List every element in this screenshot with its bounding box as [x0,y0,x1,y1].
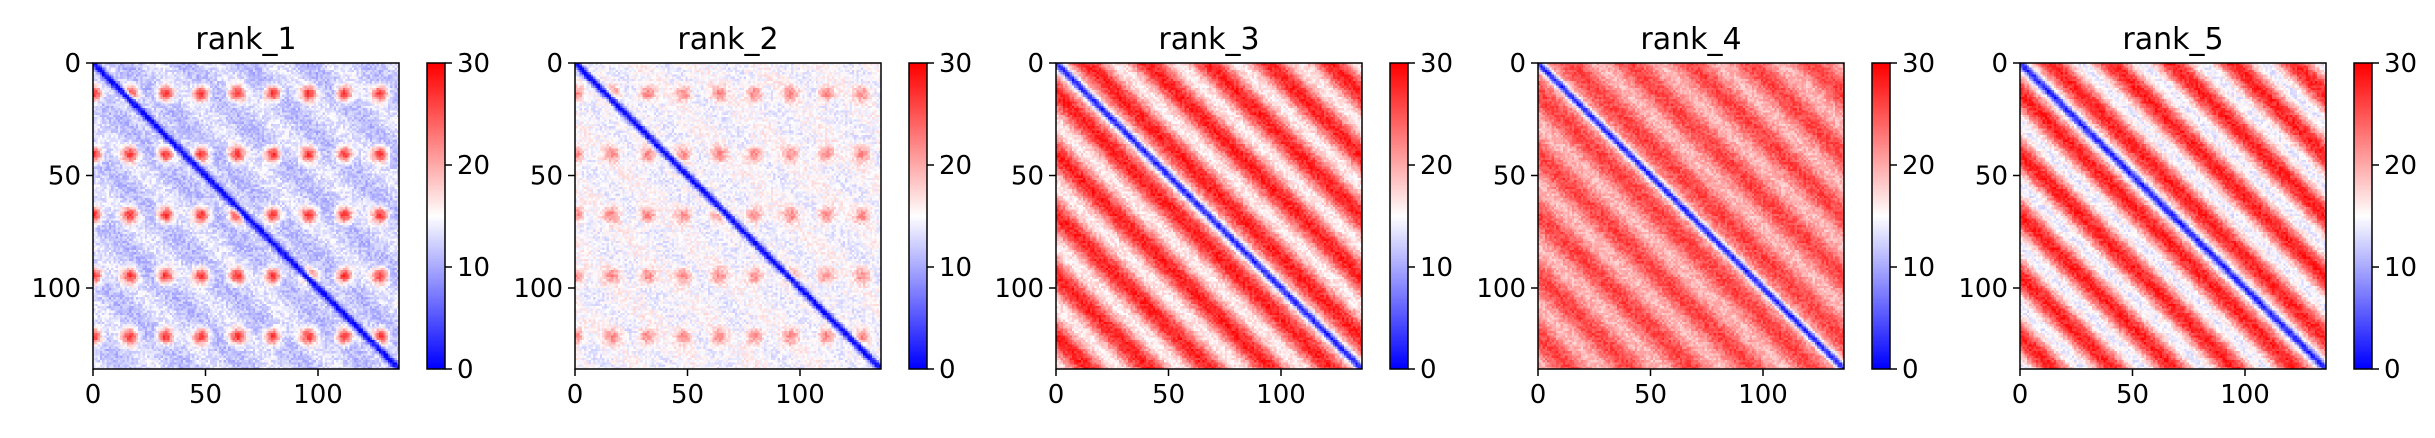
panel-title: rank_1 [195,22,296,57]
y-tick-label: 100 [31,274,81,304]
y-tick-label: 0 [1509,49,1526,79]
colorbar-tick-label: 10 [1420,253,1453,283]
colorbar-tick-label: 30 [939,49,972,79]
heatmap-panel-3: rank_3 0 50 100 0 50 100 0 10 20 30 [994,22,1453,410]
colorbar-tick-label: 20 [2384,151,2417,181]
y-tick-label: 100 [1476,274,1526,304]
x-tick-label: 0 [2012,380,2029,410]
colorbar-tick-label: 30 [1420,49,1453,79]
heatmap-frame [574,62,882,370]
panel-title: rank_2 [677,22,778,57]
x-tick-label: 100 [293,380,343,410]
x-tick-label: 50 [671,380,704,410]
y-tick-label: 0 [1991,49,2008,79]
y-tick-label: 0 [64,49,81,79]
heatmap-frame [2019,62,2327,370]
colorbar-tick-label: 10 [939,253,972,283]
colorbar-tick-label: 30 [1902,49,1935,79]
heatmap-panel-2: rank_2 0 50 100 0 50 100 0 10 20 30 [513,22,972,410]
colorbar-gradient [2354,63,2372,369]
colorbar-gradient [427,63,445,369]
colorbar-tick-label: 0 [1902,355,1919,385]
y-tick-label: 50 [48,162,81,192]
heatmap-frame [92,62,400,370]
x-tick-label: 100 [775,380,825,410]
x-tick-label: 100 [2220,380,2270,410]
colorbar-tick-label: 0 [1420,355,1437,385]
y-tick-label: 50 [1493,162,1526,192]
heatmap-frame [1537,62,1845,370]
colorbar-tick-label: 10 [457,253,490,283]
y-tick-label: 0 [1027,49,1044,79]
panel-title: rank_3 [1158,22,1259,57]
colorbar-frame [1871,62,1891,370]
x-tick-label: 50 [1634,380,1667,410]
colorbar-frame [908,62,928,370]
y-tick-label: 100 [1958,274,2008,304]
y-tick-label: 100 [994,274,1044,304]
y-tick-label: 50 [530,162,563,192]
heatmap-cells [2020,63,2326,369]
heatmap-panel-1: rank_1 0 50 100 0 50 100 0 10 20 30 [31,22,490,410]
colorbar-frame [2353,62,2373,370]
x-tick-label: 0 [567,380,584,410]
colorbar-tick-label: 10 [2384,253,2417,283]
colorbar-gradient [909,63,927,369]
x-tick-label: 0 [1048,380,1065,410]
x-tick-label: 50 [189,380,222,410]
colorbar-tick-label: 0 [457,355,474,385]
colorbar-tick-label: 20 [1902,151,1935,181]
panel-title: rank_4 [1640,22,1741,57]
colorbar-tick-label: 20 [457,151,490,181]
y-tick-label: 0 [546,49,563,79]
x-tick-label: 100 [1256,380,1306,410]
heatmap-cells [1538,63,1844,369]
colorbar-tick-label: 10 [1902,253,1935,283]
panel-title: rank_5 [2122,22,2223,57]
y-tick-label: 100 [513,274,563,304]
colorbar-tick-label: 20 [939,151,972,181]
colorbar-frame [1389,62,1409,370]
y-tick-label: 50 [1975,162,2008,192]
heatmap-panel-4: rank_4 0 50 100 0 50 100 0 10 20 30 [1476,22,1935,410]
colorbar-tick-label: 20 [1420,151,1453,181]
x-tick-label: 50 [2116,380,2149,410]
heatmap-cells [1056,63,1362,369]
colorbar-tick-label: 0 [2384,355,2401,385]
heatmap-cells [93,63,399,369]
heatmap-panel-5: rank_5 0 50 100 0 50 100 0 10 20 30 [1958,22,2417,410]
colorbar-frame [426,62,446,370]
colorbar-tick-label: 30 [457,49,490,79]
colorbar-tick-label: 30 [2384,49,2417,79]
x-tick-label: 50 [1152,380,1185,410]
x-tick-label: 0 [1530,380,1547,410]
colorbar-gradient [1872,63,1890,369]
y-tick-label: 50 [1011,162,1044,192]
x-tick-label: 100 [1738,380,1788,410]
heatmap-frame [1055,62,1363,370]
heatmap-cells [575,63,881,369]
colorbar-tick-label: 0 [939,355,956,385]
colorbar-gradient [1390,63,1408,369]
x-tick-label: 0 [85,380,102,410]
